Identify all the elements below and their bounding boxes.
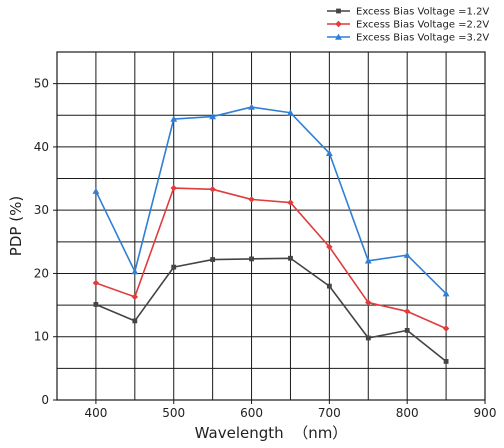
legend-marker xyxy=(335,20,342,28)
legend-marker xyxy=(335,33,342,40)
series-line xyxy=(95,106,447,295)
data-point xyxy=(365,335,371,341)
legend-label: Excess Bias Voltage =1.2V xyxy=(356,7,489,18)
data-point xyxy=(248,196,255,203)
series-3 xyxy=(92,103,450,297)
data-point xyxy=(403,308,411,315)
legend-marker xyxy=(336,8,341,14)
legend-item: Excess Bias Voltage =3.2V xyxy=(327,33,489,44)
data-point xyxy=(170,115,178,122)
x-tick-label: 600 xyxy=(240,406,263,420)
x-tick-label: 800 xyxy=(396,406,419,420)
data-series xyxy=(92,103,450,364)
series-1 xyxy=(93,255,449,364)
data-point xyxy=(442,325,450,332)
data-point xyxy=(131,268,139,275)
x-tick-label: 500 xyxy=(162,406,185,420)
data-point xyxy=(442,290,450,297)
legend-item: Excess Bias Voltage =1.2V xyxy=(327,7,489,18)
x-tick-label: 700 xyxy=(318,406,341,420)
legend-item: Excess Bias Voltage =2.2V xyxy=(327,20,489,31)
legend-label: Excess Bias Voltage =2.2V xyxy=(356,20,489,31)
data-point xyxy=(209,186,216,193)
y-tick-label: 20 xyxy=(34,266,49,280)
data-point xyxy=(365,299,372,306)
data-point xyxy=(131,293,139,301)
data-point xyxy=(443,359,449,364)
data-point xyxy=(92,187,100,194)
data-point xyxy=(287,109,294,116)
y-tick-label: 0 xyxy=(41,393,49,407)
data-point xyxy=(171,264,177,270)
data-point xyxy=(404,328,410,333)
data-point xyxy=(210,257,216,262)
data-point xyxy=(249,256,254,262)
legend: Excess Bias Voltage =1.2V Excess Bias Vol… xyxy=(327,7,489,44)
y-axis-ticks: 0 10 20 30 40 50 xyxy=(34,77,57,407)
data-point xyxy=(403,251,411,258)
data-point xyxy=(209,113,217,120)
x-axis-ticks: 400 500 600 700 800 900 xyxy=(84,400,496,420)
data-point xyxy=(326,243,333,251)
series-line xyxy=(95,257,447,363)
x-tick-label: 400 xyxy=(84,406,107,420)
x-axis-title: Wavelength （nm） xyxy=(195,424,348,442)
y-tick-label: 10 xyxy=(34,330,49,344)
legend-label: Excess Bias Voltage =3.2V xyxy=(356,33,489,44)
data-point xyxy=(326,283,332,289)
data-point xyxy=(248,103,255,110)
plot-frame xyxy=(56,51,486,401)
data-point xyxy=(92,279,100,287)
plot-grid xyxy=(57,52,485,400)
y-tick-label: 50 xyxy=(34,77,49,91)
data-point xyxy=(170,184,177,192)
data-point xyxy=(288,255,293,261)
data-point xyxy=(287,199,294,206)
data-point xyxy=(364,257,372,264)
data-point xyxy=(93,302,99,307)
x-tick-label: 900 xyxy=(474,406,497,420)
y-axis-title: PDP (%) xyxy=(7,196,25,256)
data-point xyxy=(132,318,138,324)
data-point xyxy=(325,149,333,156)
y-tick-label: 40 xyxy=(34,140,49,154)
y-tick-label: 30 xyxy=(34,203,49,217)
series-2 xyxy=(92,184,450,332)
series-line xyxy=(95,187,447,330)
